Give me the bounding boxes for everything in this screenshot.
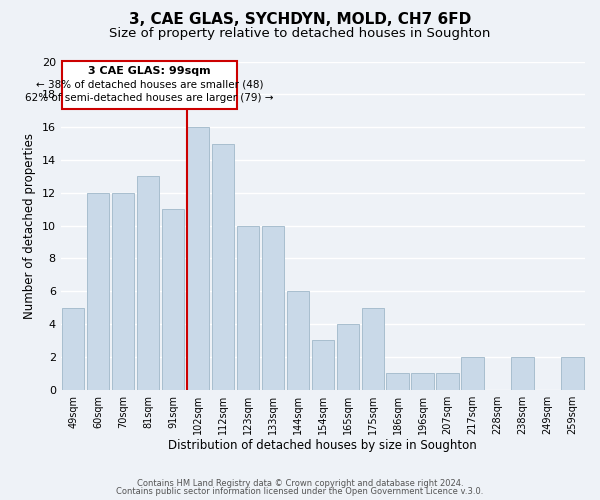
Bar	[561, 357, 584, 390]
Bar	[337, 324, 359, 390]
Text: Size of property relative to detached houses in Soughton: Size of property relative to detached ho…	[109, 28, 491, 40]
Text: Contains public sector information licensed under the Open Government Licence v.: Contains public sector information licen…	[116, 487, 484, 496]
Text: Contains HM Land Registry data © Crown copyright and database right 2024.: Contains HM Land Registry data © Crown c…	[137, 478, 463, 488]
Bar	[87, 193, 109, 390]
Text: ← 38% of detached houses are smaller (48): ← 38% of detached houses are smaller (48…	[35, 80, 263, 90]
Bar	[461, 357, 484, 390]
Bar	[287, 291, 309, 390]
Bar	[137, 176, 159, 390]
Bar	[187, 127, 209, 390]
FancyBboxPatch shape	[62, 60, 236, 109]
Bar	[62, 308, 85, 390]
Bar	[236, 226, 259, 390]
Bar	[436, 374, 459, 390]
Bar	[386, 374, 409, 390]
Bar	[162, 209, 184, 390]
Bar	[112, 193, 134, 390]
Text: 62% of semi-detached houses are larger (79) →: 62% of semi-detached houses are larger (…	[25, 92, 274, 102]
Bar	[212, 144, 234, 390]
Bar	[362, 308, 384, 390]
Y-axis label: Number of detached properties: Number of detached properties	[23, 132, 36, 318]
Bar	[511, 357, 534, 390]
X-axis label: Distribution of detached houses by size in Soughton: Distribution of detached houses by size …	[169, 440, 477, 452]
Text: 3, CAE GLAS, SYCHDYN, MOLD, CH7 6FD: 3, CAE GLAS, SYCHDYN, MOLD, CH7 6FD	[129, 12, 471, 28]
Bar	[262, 226, 284, 390]
Bar	[311, 340, 334, 390]
Bar	[412, 374, 434, 390]
Text: 3 CAE GLAS: 99sqm: 3 CAE GLAS: 99sqm	[88, 66, 211, 76]
